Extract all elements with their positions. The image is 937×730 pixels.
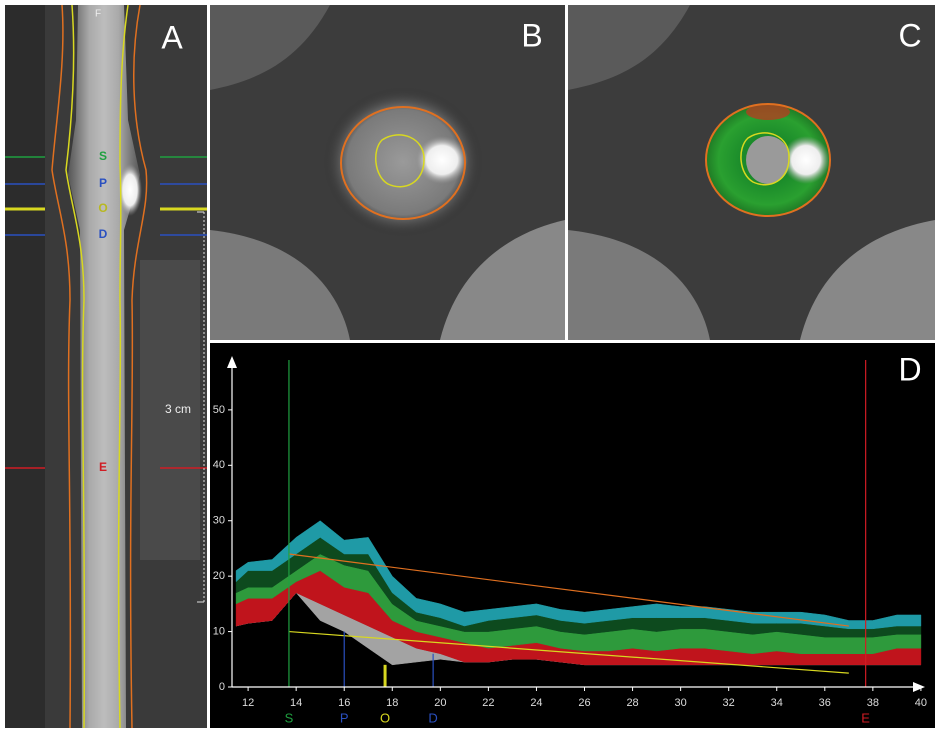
x-tick-label: 36 bbox=[819, 697, 831, 709]
x-tick-label: 14 bbox=[290, 697, 302, 709]
panel-label: A bbox=[161, 19, 183, 55]
x-tick-label: 30 bbox=[674, 697, 686, 709]
panel-d: D S P O D E 0 10 20 30 40 50 12 14 16 18 20 22 24 26 28 30 32… bbox=[210, 343, 935, 728]
panel-c: C bbox=[568, 5, 935, 340]
x-tick-label: 12 bbox=[242, 697, 254, 709]
y-tick-label: 40 bbox=[213, 459, 225, 471]
x-tick-label: 28 bbox=[626, 697, 638, 709]
x-tick-label: 34 bbox=[771, 697, 783, 709]
panel-label: B bbox=[521, 17, 542, 53]
level-label: E bbox=[99, 460, 107, 474]
x-tick-label: 26 bbox=[578, 697, 590, 709]
scale-label: 3 cm bbox=[165, 402, 191, 416]
marker-label: D bbox=[428, 710, 437, 725]
panel-a: S P O D E F 3 cm A bbox=[5, 5, 207, 728]
level-label: S bbox=[99, 149, 107, 163]
panel-b: B bbox=[210, 5, 565, 340]
y-tick-label: 50 bbox=[213, 404, 225, 416]
x-tick-label: 24 bbox=[530, 697, 542, 709]
y-tick-label: 20 bbox=[213, 570, 225, 582]
plaque bbox=[118, 164, 142, 216]
marker-label: O bbox=[380, 710, 390, 725]
top-label: F bbox=[95, 9, 101, 20]
y-tick-label: 0 bbox=[219, 681, 225, 693]
x-tick-label: 16 bbox=[338, 697, 350, 709]
marker-label: P bbox=[340, 710, 349, 725]
panel-label: D bbox=[898, 351, 921, 387]
y-tick-label: 30 bbox=[213, 515, 225, 527]
x-tick-label: 18 bbox=[386, 697, 398, 709]
x-tick-label: 32 bbox=[723, 697, 735, 709]
level-label: P bbox=[99, 176, 107, 190]
x-tick-label: 38 bbox=[867, 697, 879, 709]
panel-a-shade bbox=[5, 5, 45, 728]
x-tick-label: 22 bbox=[482, 697, 494, 709]
figure: S P O D E F 3 cm A B C bbox=[0, 0, 937, 730]
marker-label: S bbox=[285, 710, 294, 725]
x-tick-label: 20 bbox=[434, 697, 446, 709]
y-tick-label: 10 bbox=[213, 625, 225, 637]
marker-label: E bbox=[861, 710, 870, 725]
panel-label: C bbox=[898, 17, 921, 53]
level-label: D bbox=[99, 227, 108, 241]
x-tick-label: 40 bbox=[915, 697, 927, 709]
level-label: O bbox=[98, 201, 107, 215]
